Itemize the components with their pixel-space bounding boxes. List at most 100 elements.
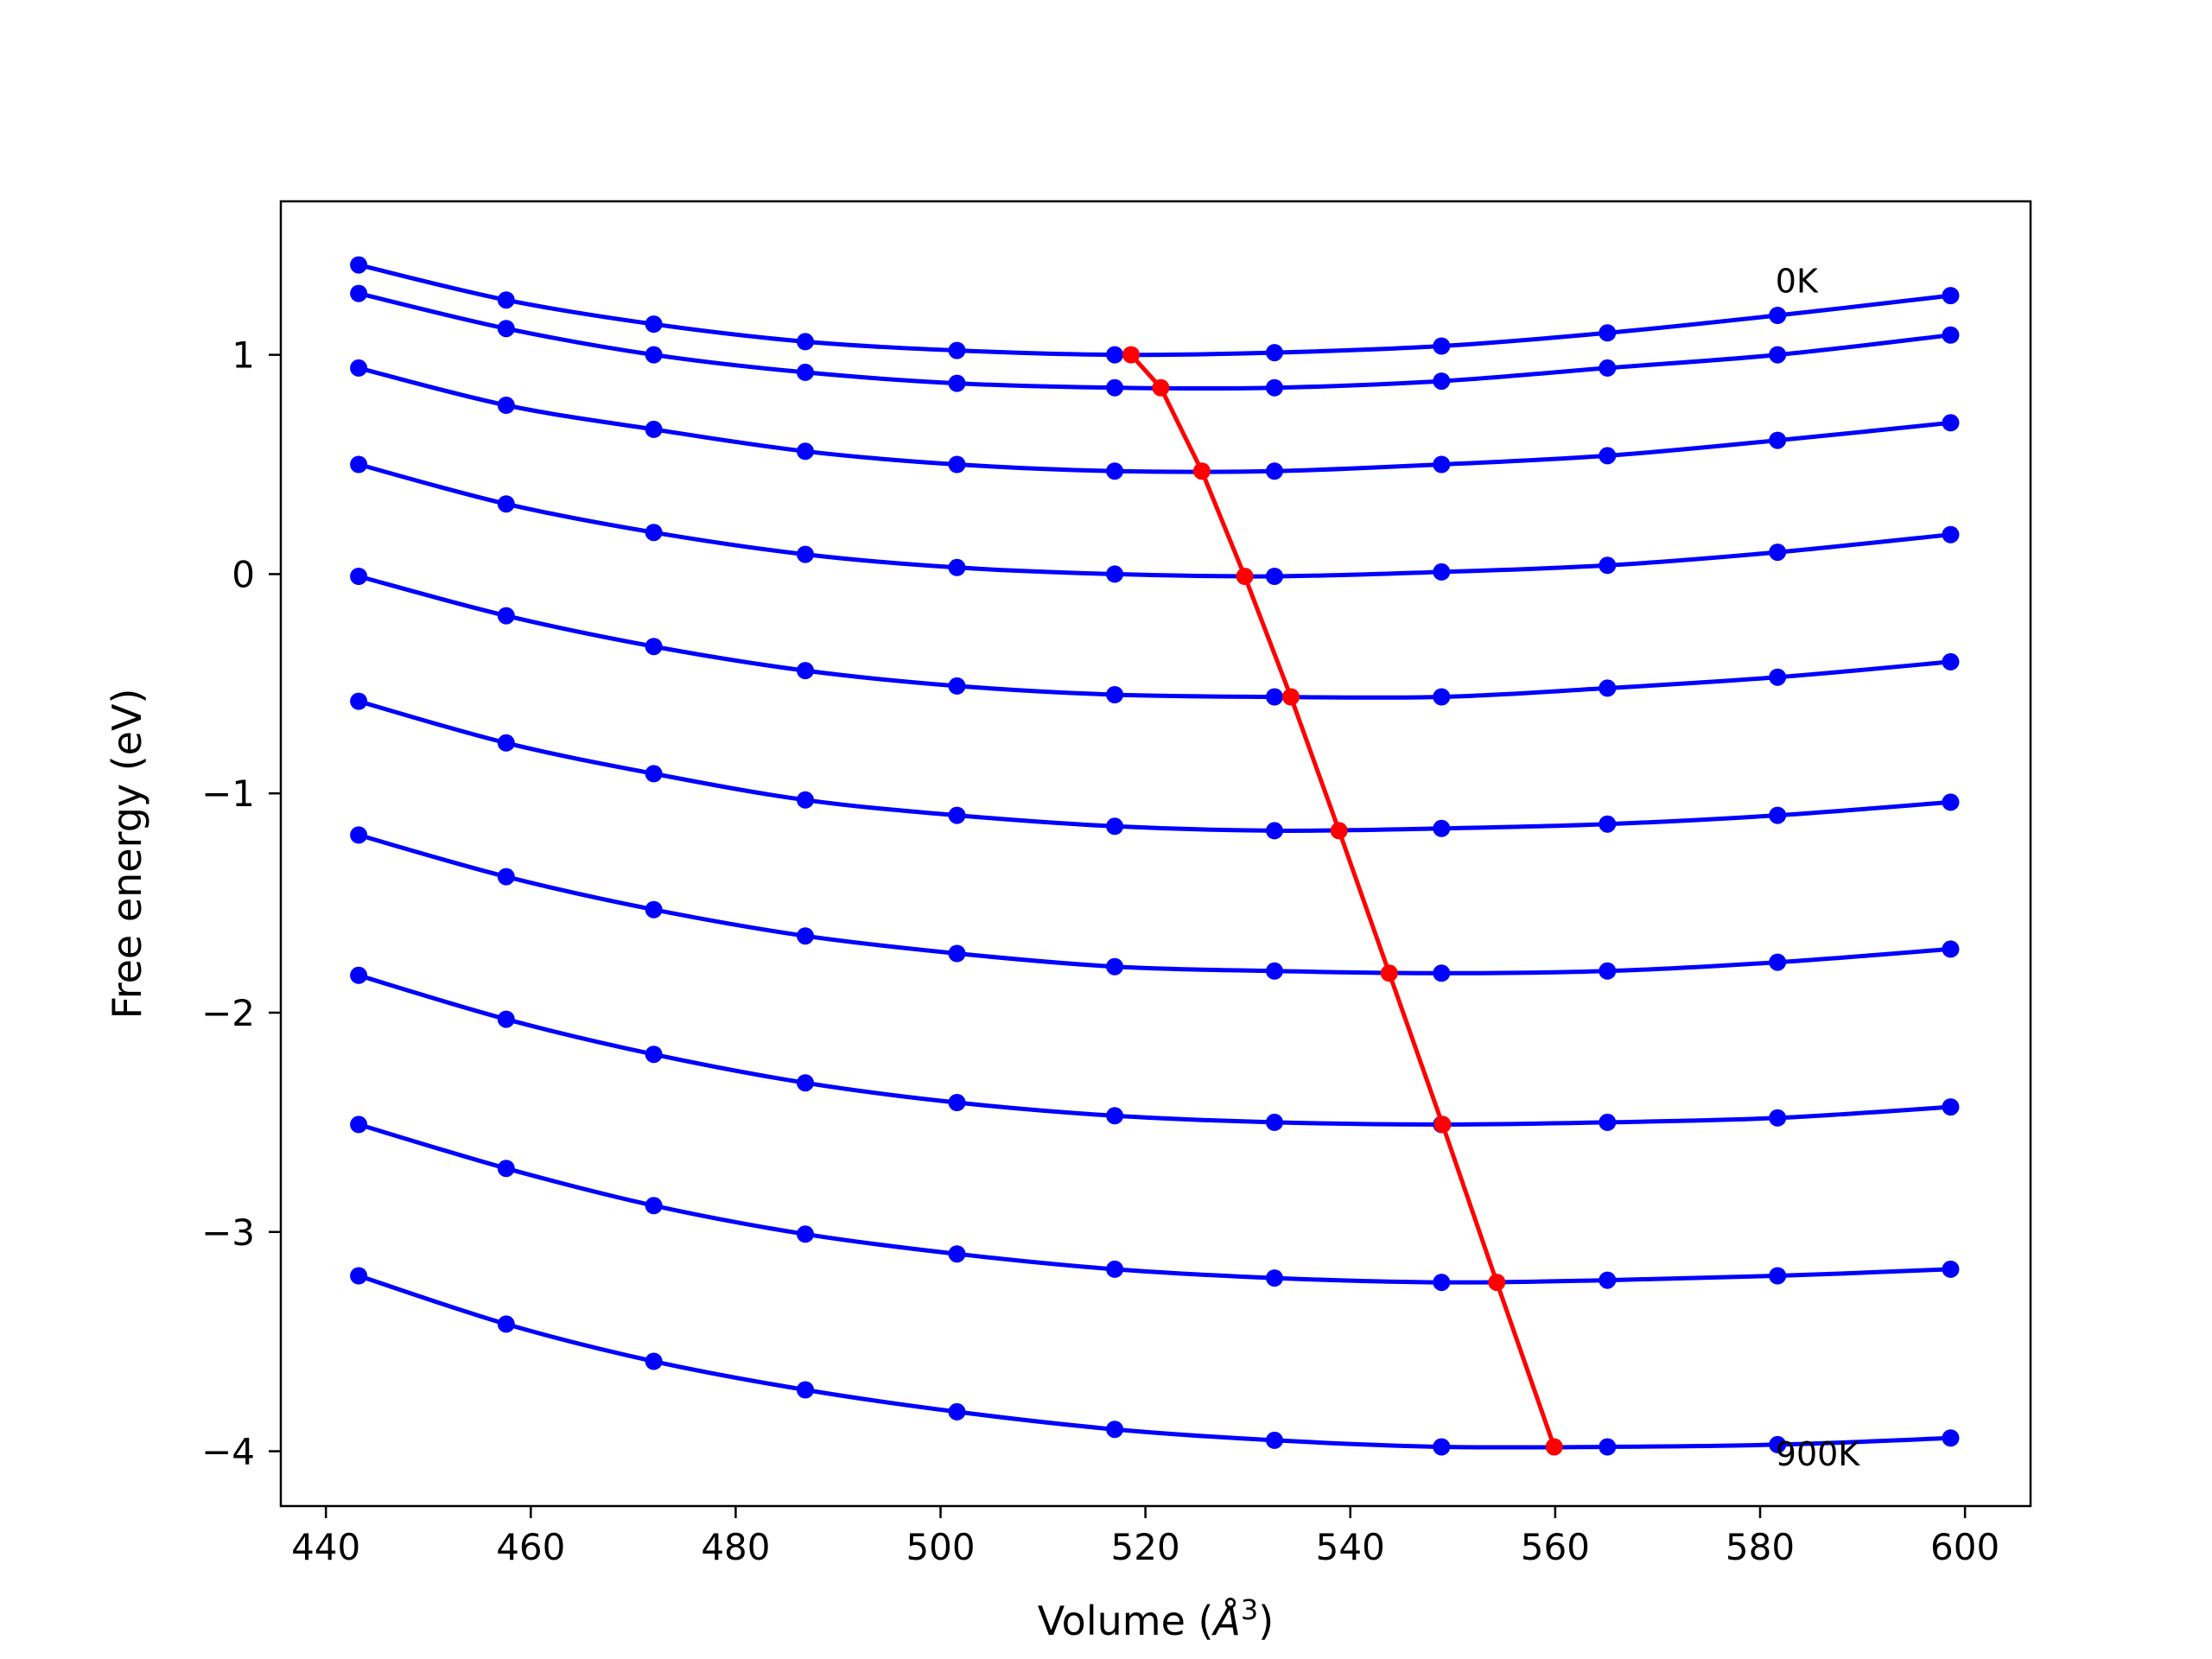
series-5-point-1 [497, 734, 515, 752]
series-8-point-2 [645, 1197, 663, 1215]
series-0-point-1 [497, 291, 515, 309]
x-tick-label-2: 480 [701, 1526, 770, 1568]
series-6-point-10 [1942, 940, 1960, 958]
series-6-point-6 [1266, 962, 1283, 980]
series-4-point-3 [797, 662, 814, 680]
x-tick-label-6: 560 [1521, 1526, 1590, 1568]
series-2-point-9 [1769, 431, 1787, 449]
series-2-point-3 [797, 442, 814, 461]
series-8-point-5 [1106, 1260, 1124, 1278]
y-axis-ticks: −4 −3 −2 −1 0 1 [201, 334, 281, 1473]
series-1-point-4 [948, 374, 966, 392]
series-1-point-7 [1433, 372, 1451, 391]
x-axis-label: Volume (Å3) [1038, 1593, 1274, 1644]
series-4-point-8 [1599, 679, 1617, 697]
series-7-point-6 [1266, 1113, 1283, 1131]
series-8-point-10 [1942, 1260, 1960, 1278]
series-0-point-7 [1433, 337, 1451, 355]
y-tick-label-4: 0 [232, 553, 255, 595]
x-tick-label-5: 540 [1316, 1526, 1385, 1568]
series-6 [350, 826, 1960, 982]
series-3-point-0 [350, 455, 368, 474]
x-axis-label-close: ) [1258, 1598, 1274, 1644]
x-axis-label-unit: Å [1211, 1598, 1240, 1644]
series-4-point-1 [497, 607, 515, 625]
series-7-point-9 [1769, 1109, 1787, 1127]
series-9-point-6 [1266, 1431, 1283, 1449]
series-0-point-8 [1599, 324, 1617, 342]
series-3-point-6 [1266, 568, 1283, 585]
series-3-point-3 [797, 545, 814, 563]
series-9-point-0 [350, 1267, 368, 1285]
series-5-point-8 [1599, 815, 1617, 833]
series-1-point-0 [350, 284, 368, 302]
series-5-point-5 [1106, 817, 1124, 836]
series-3-point-9 [1769, 543, 1787, 562]
series-2-point-7 [1433, 455, 1451, 474]
series-3-point-10 [1942, 525, 1960, 543]
minima-point-0 [1122, 346, 1140, 364]
series-1-point-5 [1106, 378, 1124, 397]
series-8-point-4 [948, 1245, 966, 1263]
x-axis-label-superscript: 3 [1241, 1593, 1258, 1626]
series-1-point-6 [1266, 378, 1283, 397]
series-4-point-0 [350, 568, 368, 585]
series-3-point-2 [645, 524, 663, 542]
series-6-point-2 [645, 900, 663, 918]
x-tick-label-4: 520 [1111, 1526, 1180, 1568]
y-axis-label: Free energy (eV) [104, 689, 150, 1020]
minima-point-3 [1236, 568, 1254, 585]
series-6-point-9 [1769, 953, 1787, 971]
series-8-point-6 [1266, 1269, 1283, 1287]
series-9 [350, 1267, 1960, 1456]
y-tick-label-2: −2 [201, 992, 255, 1034]
series-9-point-9 [1769, 1435, 1787, 1453]
series-4-point-6 [1266, 688, 1283, 706]
series-1-point-2 [645, 346, 663, 364]
series-7-point-2 [645, 1046, 663, 1064]
series-2-point-0 [350, 359, 368, 377]
series-2-point-8 [1599, 447, 1617, 465]
series-3-point-5 [1106, 565, 1124, 583]
series-0-point-2 [645, 315, 663, 334]
series-2-point-5 [1106, 462, 1124, 480]
minima-point-6 [1380, 964, 1398, 982]
series-6-point-7 [1433, 964, 1451, 982]
series-2-point-1 [497, 397, 515, 414]
x-tick-label-8: 600 [1930, 1526, 1999, 1568]
series-7-point-10 [1942, 1098, 1960, 1116]
axes-frame [279, 200, 2032, 1508]
series-4-point-4 [948, 677, 966, 695]
series-1-point-8 [1599, 359, 1617, 377]
series-9-point-7 [1433, 1438, 1451, 1456]
x-axis-label-text: Volume ( [1038, 1598, 1214, 1644]
series-5 [350, 692, 1960, 840]
series-4-point-2 [645, 638, 663, 656]
series-4-point-10 [1942, 652, 1960, 671]
series-9-point-5 [1106, 1421, 1124, 1439]
y-tick-label-5: 1 [232, 334, 255, 377]
series-8 [350, 1116, 1960, 1292]
minima-point-5 [1330, 822, 1348, 840]
series-6-point-8 [1599, 962, 1617, 980]
x-axis-ticks: 440 460 480 500 520 540 560 580 600 [291, 1506, 1999, 1568]
series-7-point-4 [948, 1094, 966, 1111]
series-9-point-1 [497, 1315, 515, 1333]
series-4 [350, 568, 1960, 706]
series-5-point-6 [1266, 822, 1283, 840]
series-6-point-1 [497, 868, 515, 886]
series-5-point-0 [350, 692, 368, 710]
series-0-point-10 [1942, 287, 1960, 305]
series-9-point-4 [948, 1402, 966, 1421]
series-0-point-3 [797, 333, 814, 351]
series-2-point-6 [1266, 462, 1283, 480]
series-9-point-10 [1942, 1429, 1960, 1447]
y-tick-label-3: −1 [201, 772, 255, 815]
series-0-point-0 [350, 256, 368, 274]
series-7-point-8 [1599, 1113, 1617, 1131]
minima-point-8 [1488, 1274, 1506, 1292]
series-9-point-3 [797, 1381, 814, 1399]
series-3-point-1 [497, 495, 515, 513]
series-8-point-7 [1433, 1274, 1451, 1292]
